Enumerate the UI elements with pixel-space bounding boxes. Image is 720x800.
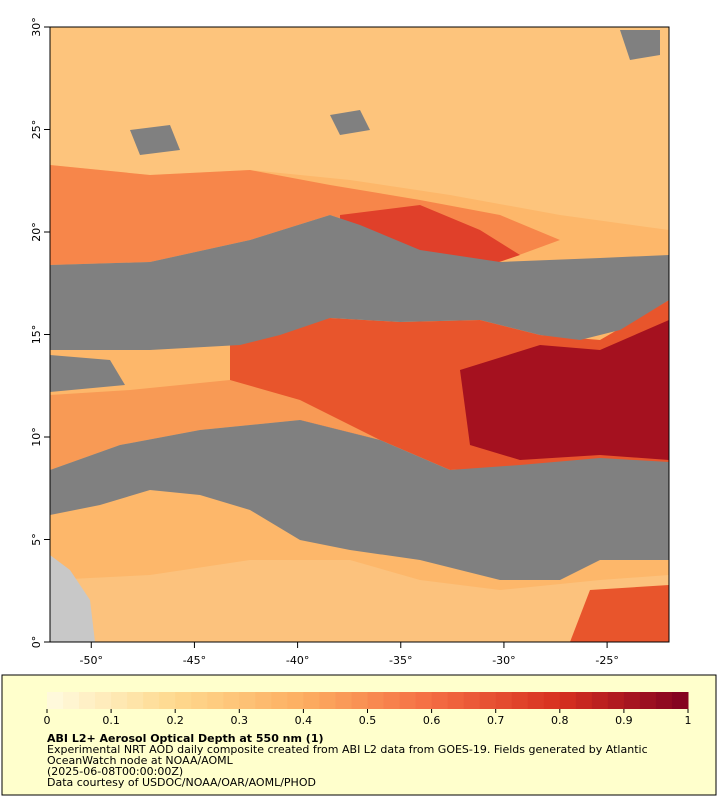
colorbar-step <box>303 692 320 709</box>
colorbar-step <box>223 692 240 709</box>
legend-line: OceanWatch node at NOAA/AOML <box>47 754 234 767</box>
colorbar-step <box>175 692 192 709</box>
colorbar-tick-label: 0.4 <box>295 714 313 727</box>
x-tick-label: -35° <box>389 654 412 667</box>
colorbar-step <box>495 692 513 709</box>
colorbar-step <box>111 692 128 709</box>
y-tick-label: 5° <box>30 533 43 546</box>
colorbar-step <box>431 692 449 709</box>
colorbar-step <box>287 692 304 709</box>
x-tick-label: -25° <box>595 654 618 667</box>
colorbar-step <box>143 692 160 709</box>
colorbar-step <box>383 692 401 709</box>
legend-line: Data courtesy of USDOC/NOAA/OAR/AOML/PHO… <box>47 776 316 789</box>
colorbar-step <box>511 692 529 709</box>
aod-very-high <box>460 320 669 460</box>
colorbar-tick-label: 0.2 <box>166 714 184 727</box>
colorbar-step <box>159 692 176 709</box>
legend-title: ABI L2+ Aerosol Optical Depth at 550 nm … <box>47 732 324 745</box>
colorbar-step <box>399 692 417 709</box>
y-tick-label: 20° <box>30 222 43 242</box>
cloud <box>620 30 660 60</box>
aod-south <box>50 560 669 642</box>
colorbar-step <box>479 692 497 709</box>
colorbar-step <box>671 692 689 709</box>
colorbar-step <box>591 692 609 709</box>
y-tick-label: 25° <box>30 120 43 140</box>
colorbar-tick-label: 1 <box>685 714 692 727</box>
colorbar-step <box>415 692 433 709</box>
colorbar-tick-label: 0.9 <box>615 714 633 727</box>
colorbar-tick-label: 0.6 <box>423 714 441 727</box>
aod-mid <box>50 380 380 470</box>
cloud <box>50 420 669 580</box>
legend-line: (2025-06-08T00:00:00Z) <box>47 765 183 778</box>
colorbar-step <box>623 692 641 709</box>
x-tick-label: -45° <box>183 654 206 667</box>
cloud <box>130 125 180 155</box>
x-tick-label: -30° <box>492 654 515 667</box>
colorbar-step <box>559 692 577 709</box>
cloud <box>50 215 669 350</box>
y-tick-label: 10° <box>30 427 43 447</box>
x-tick-label: -50° <box>80 654 103 667</box>
colorbar-step <box>127 692 144 709</box>
colorbar-step <box>191 692 208 709</box>
colorbar-step <box>367 692 385 709</box>
colorbar-step <box>271 692 288 709</box>
colorbar-step <box>47 692 64 709</box>
colorbar-step <box>79 692 96 709</box>
colorbar-step <box>543 692 561 709</box>
colorbar-step <box>255 692 272 709</box>
colorbar-tick-label: 0.8 <box>551 714 569 727</box>
colorbar-step <box>655 692 673 709</box>
aod-high <box>570 585 669 642</box>
cloud <box>330 110 370 135</box>
colorbar-tick-label: 0 <box>44 714 51 727</box>
colorbar-step <box>95 692 112 709</box>
cloud <box>50 355 125 392</box>
colorbar-step <box>335 692 352 709</box>
cloud <box>580 290 640 320</box>
colorbar-step <box>447 692 465 709</box>
colorbar-step <box>319 692 336 709</box>
y-tick-label: 15° <box>30 325 43 345</box>
colorbar-step <box>239 692 256 709</box>
colorbar-step <box>607 692 625 709</box>
map-image <box>49 26 670 643</box>
x-tick-label: -40° <box>286 654 309 667</box>
colorbar-tick-label: 0.3 <box>231 714 249 727</box>
colorbar-step <box>63 692 80 709</box>
colorbar-step <box>527 692 545 709</box>
colorbar-tick-label: 0.7 <box>487 714 505 727</box>
colorbar-step <box>351 692 368 709</box>
colorbar-step <box>207 692 224 709</box>
colorbar-tick-label: 0.5 <box>359 714 377 727</box>
y-tick-label: 0° <box>30 636 43 649</box>
colorbar-step <box>639 692 657 709</box>
land <box>50 555 95 642</box>
colorbar-step <box>575 692 593 709</box>
colorbar-tick-label: 0.1 <box>102 714 120 727</box>
y-tick-label: 30° <box>30 17 43 37</box>
colorbar-step <box>463 692 481 709</box>
legend-line: Experimental NRT AOD daily composite cre… <box>47 743 648 756</box>
